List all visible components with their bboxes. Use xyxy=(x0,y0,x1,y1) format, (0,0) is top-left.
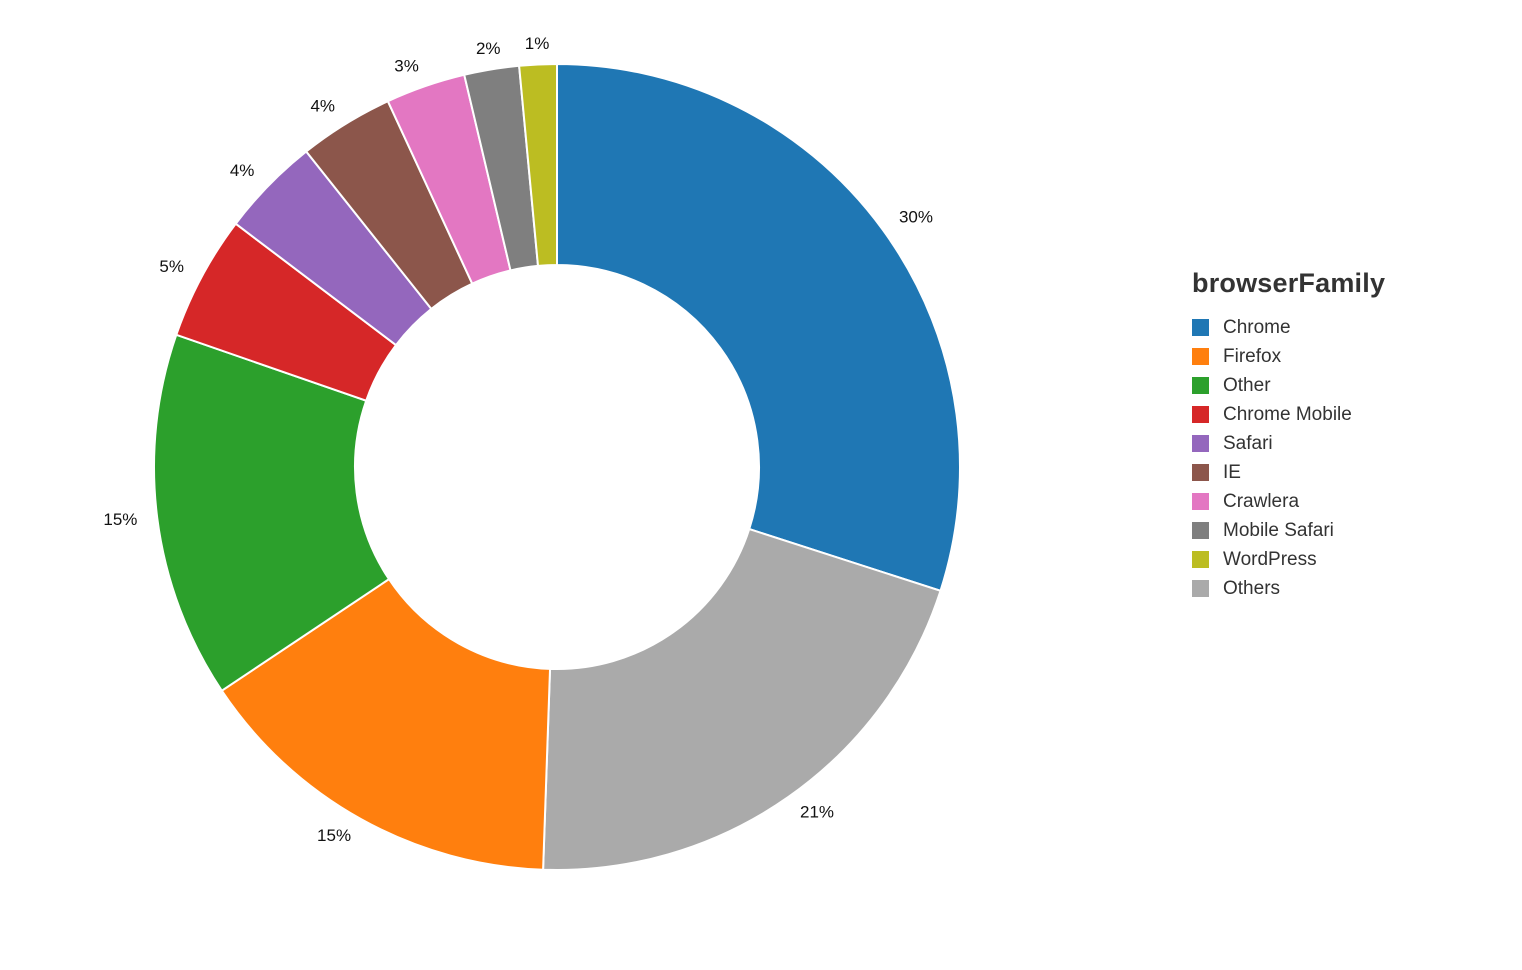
slice-percent-label: 4% xyxy=(310,96,335,115)
legend-item-wordpress[interactable]: WordPress xyxy=(1192,545,1385,574)
legend-swatch xyxy=(1192,464,1209,481)
slice-percent-label: 4% xyxy=(230,161,255,180)
legend-label: Chrome xyxy=(1223,316,1291,338)
legend-label: WordPress xyxy=(1223,548,1317,570)
legend-swatch xyxy=(1192,580,1209,597)
legend-swatch xyxy=(1192,522,1209,539)
legend-item-chrome[interactable]: Chrome xyxy=(1192,313,1385,342)
legend-swatch xyxy=(1192,493,1209,510)
legend-item-crawlera[interactable]: Crawlera xyxy=(1192,487,1385,516)
legend-swatch xyxy=(1192,377,1209,394)
legend-item-safari[interactable]: Safari xyxy=(1192,429,1385,458)
legend-label: Chrome Mobile xyxy=(1223,403,1352,425)
slice-chrome[interactable] xyxy=(556,62,961,593)
legend: browserFamily Chrome Firefox Other Chrom… xyxy=(1192,268,1385,603)
legend-items: Chrome Firefox Other Chrome Mobile Safar… xyxy=(1192,313,1385,603)
legend-label: Others xyxy=(1223,577,1281,599)
legend-swatch xyxy=(1192,435,1209,452)
slice-others[interactable] xyxy=(542,527,942,871)
legend-swatch xyxy=(1192,319,1209,336)
legend-label: Other xyxy=(1223,374,1271,396)
donut-slices xyxy=(153,62,961,871)
legend-item-chrome-mobile[interactable]: Chrome Mobile xyxy=(1192,400,1385,429)
legend-item-ie[interactable]: IE xyxy=(1192,458,1385,487)
slice-firefox[interactable] xyxy=(220,577,552,871)
legend-item-firefox[interactable]: Firefox xyxy=(1192,342,1385,371)
slice-percent-label: 15% xyxy=(103,510,137,529)
legend-label: Mobile Safari xyxy=(1223,519,1334,541)
slice-percent-label: 3% xyxy=(394,57,419,76)
legend-swatch xyxy=(1192,406,1209,423)
legend-swatch xyxy=(1192,348,1209,365)
legend-swatch xyxy=(1192,551,1209,568)
legend-item-others[interactable]: Others xyxy=(1192,574,1385,603)
legend-item-other[interactable]: Other xyxy=(1192,371,1385,400)
legend-label: IE xyxy=(1223,461,1241,483)
legend-label: Crawlera xyxy=(1223,490,1300,512)
slice-percent-label: 21% xyxy=(800,803,834,822)
slice-percent-label: 1% xyxy=(525,34,550,53)
slice-wordpress[interactable] xyxy=(518,62,558,267)
slice-other[interactable] xyxy=(153,333,391,693)
legend-item-mobile-safari[interactable]: Mobile Safari xyxy=(1192,516,1385,545)
legend-title: browserFamily xyxy=(1192,268,1386,298)
slice-percent-label: 30% xyxy=(899,208,933,227)
legend-label: Firefox xyxy=(1223,345,1282,367)
slice-percent-label: 5% xyxy=(159,257,184,276)
slice-percent-label: 2% xyxy=(476,39,501,58)
slice-labels: 30% 21% 15% 15% 5% 4% 4% 3% 2% 1% xyxy=(103,34,933,845)
legend-label: Safari xyxy=(1223,432,1273,454)
slice-percent-label: 15% xyxy=(317,826,351,845)
